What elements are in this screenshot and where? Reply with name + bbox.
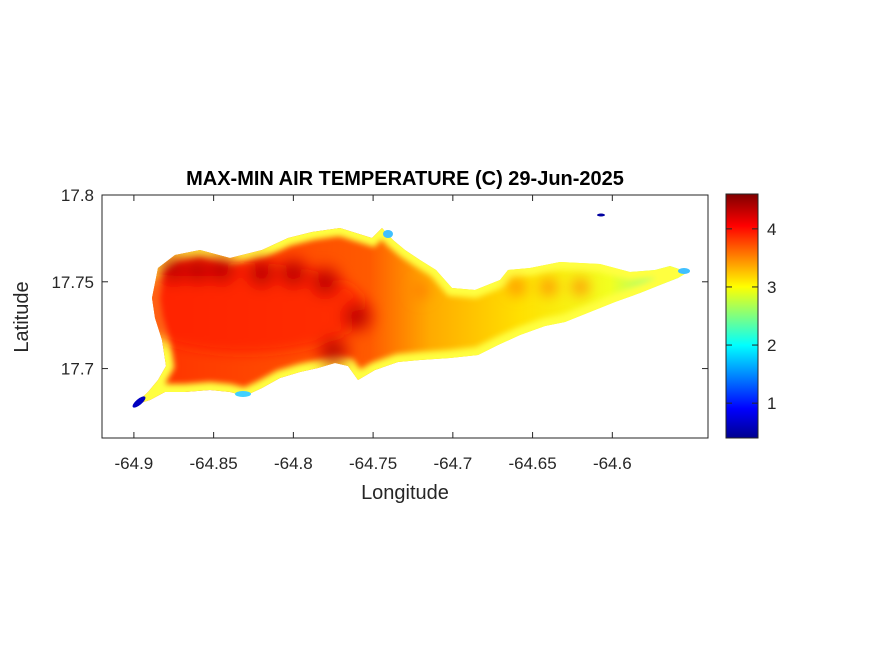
hotspot [566, 272, 595, 301]
chart-title: MAX-MIN AIR TEMPERATURE (C) 29-Jun-2025 [186, 168, 624, 190]
y-tick-label: 17.75 [51, 273, 94, 292]
x-tick-label: -64.85 [190, 454, 238, 473]
x-tick-label: -64.7 [433, 454, 472, 473]
hotspot [199, 247, 244, 292]
hotspot [406, 276, 435, 305]
buck-island-point [597, 213, 605, 217]
colorbar-tick-label: 3 [767, 278, 776, 297]
hotspot [335, 294, 380, 339]
x-axis-label: Longitude [361, 482, 449, 504]
colorbar-tick-label: 4 [767, 220, 776, 239]
x-tick-label: -64.75 [349, 454, 397, 473]
hotspot [502, 272, 531, 301]
y-tick-label: 17.7 [61, 360, 94, 379]
hotspot [239, 251, 284, 296]
x-axis: -64.9 -64.85 -64.8 -64.75 -64.7 -64.65 -64.6 [115, 195, 632, 473]
x-tick-label: -64.6 [593, 454, 632, 473]
x-tick-label: -64.8 [274, 454, 313, 473]
hotspot [311, 329, 356, 374]
hotspot [534, 272, 563, 301]
cold-spot-northeast-edge [678, 268, 690, 274]
colorbar [725, 193, 759, 439]
colorbar-ticks: 1 2 3 4 [726, 220, 776, 413]
colorbar-tick-label: 1 [767, 394, 776, 413]
cold-spot-north-edge [383, 230, 393, 238]
hotspot [303, 259, 348, 304]
colorbar-tick-label: 2 [767, 336, 776, 355]
x-tick-label: -64.9 [115, 454, 154, 473]
hotspot-layer [134, 247, 595, 374]
cold-spot-southwest [132, 396, 146, 408]
cold-spot-south-edge [235, 391, 251, 397]
x-tick-label: -64.65 [508, 454, 556, 473]
y-axis: 17.7 17.75 17.8 [51, 186, 708, 379]
y-axis-label: Latitude [11, 281, 33, 352]
y-tick-label: 17.8 [61, 186, 94, 205]
